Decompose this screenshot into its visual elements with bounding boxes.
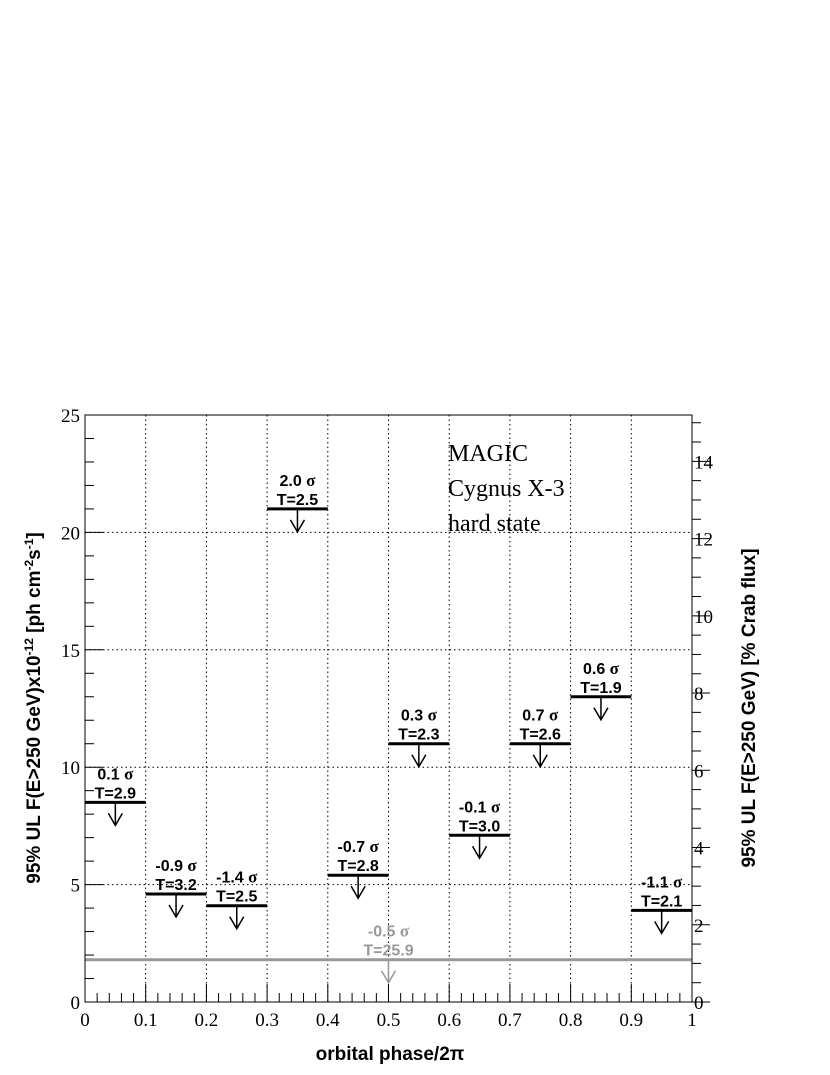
upper-limit-bins — [85, 507, 692, 985]
y-tick-label: 5 — [71, 876, 81, 897]
sigma-label: 0.1 σ — [97, 764, 134, 783]
arrow-head — [350, 885, 366, 900]
labels: 0 0.1 0.2 0.3 0.4 0.5 0.6 0.7 0.8 0.9 105101520250… — [22, 406, 760, 1065]
arrow-head — [107, 813, 123, 827]
x-tick-label: 0.6 — [437, 1010, 461, 1031]
annotation-line: hard state — [448, 511, 541, 537]
y-tick-label: 25 — [61, 406, 80, 427]
arrow-head — [229, 916, 245, 931]
y-tick-label: 15 — [61, 641, 80, 662]
grid — [85, 415, 692, 1002]
y2-tick-label: 2 — [694, 916, 704, 937]
x-tick-label: 0.7 — [498, 1010, 522, 1031]
y2-tick-label: 12 — [694, 530, 713, 551]
sigma-label: -0.1 σ — [459, 797, 501, 816]
x-tick-label: 0.3 — [255, 1010, 279, 1031]
time-label: T=2.5 — [277, 492, 318, 509]
y2-tick-label: 6 — [694, 761, 704, 782]
x-tick-label: 0.8 — [559, 1010, 583, 1031]
x-tick-label: 0.1 — [134, 1010, 158, 1031]
axes — [84, 414, 710, 1003]
y-tick-label: 0 — [71, 993, 81, 1014]
x-tick-label: 0 — [80, 1010, 90, 1031]
x-tick-label: 0.2 — [195, 1010, 219, 1031]
x-axis-title: orbital phase/2π — [316, 1044, 465, 1065]
sigma-label: -0.9 σ — [155, 856, 197, 875]
x-tick-label: 1 — [687, 1010, 697, 1031]
arrow-head — [471, 845, 488, 860]
time-label: T=2.6 — [520, 727, 561, 744]
sigma-label: 0.6 σ — [583, 659, 620, 678]
annotation-line: Cygnus X-3 — [448, 476, 565, 502]
time-label: T=2.9 — [95, 785, 136, 802]
sigma-label: -1.1 σ — [641, 872, 683, 891]
time-label: T=1.9 — [580, 680, 621, 697]
arrow-head — [593, 707, 609, 722]
x-tick-label: 0.5 — [377, 1010, 401, 1031]
y-tick-label: 10 — [61, 758, 80, 779]
sigma-label: -0.7 σ — [338, 837, 380, 856]
total-time-label: T=25.9 — [363, 943, 413, 960]
arrow-head — [654, 921, 670, 935]
sigma-label: -1.4 σ — [216, 868, 258, 887]
arrow-head — [532, 754, 548, 769]
arrow-head — [289, 519, 306, 534]
y2-tick-label: 10 — [694, 607, 713, 628]
total-arrow-head — [380, 970, 397, 985]
x-tick-label: 0.9 — [619, 1010, 643, 1031]
y2-tick-label: 4 — [694, 839, 704, 860]
time-label: T=2.8 — [337, 858, 378, 875]
time-label: T=3.2 — [155, 877, 196, 894]
time-label: T=2.3 — [398, 727, 439, 744]
x-tick-label: 0.4 — [316, 1010, 340, 1031]
y-axis-title: 95% UL F(E>250 GeV)x10-12 [ph cm-2s-1] — [22, 532, 45, 883]
sigma-label: 2.0 σ — [279, 471, 316, 490]
sigma-label: 0.7 σ — [522, 706, 559, 725]
y-tick-label: 20 — [61, 523, 80, 544]
time-label: T=3.0 — [459, 818, 500, 835]
time-label: T=2.1 — [641, 893, 682, 910]
y2-axis-title: 95% UL F(E>250 GeV) [% Crab flux] — [739, 548, 760, 867]
y2-tick-label: 0 — [694, 993, 704, 1014]
sigma-label: 0.3 σ — [401, 706, 438, 725]
annotation-line: MAGIC — [448, 441, 528, 467]
arrow-head — [168, 904, 184, 919]
y2-tick-label: 14 — [694, 452, 714, 473]
y2-tick-label: 8 — [694, 684, 704, 705]
arrow-head — [411, 754, 427, 769]
time-label: T=2.5 — [216, 889, 257, 906]
total-sigma-label: -0.5 σ — [368, 922, 410, 941]
